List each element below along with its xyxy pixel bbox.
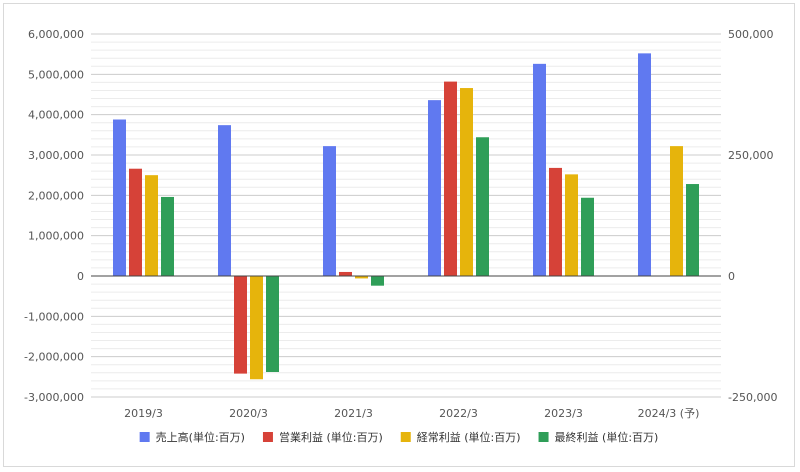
bar (339, 271, 352, 276)
legend: 売上高(単位:百万) 営業利益 (単位:百万) 経常利益 (単位:百万) 最終利益 (… (139, 430, 659, 444)
bar (234, 276, 247, 374)
category-label: 2020/3 (229, 407, 268, 420)
category-labels: 2019/3 2020/3 2021/3 2022/3 2023/3 2024/3 (予) (124, 407, 699, 420)
legend-swatch (262, 432, 273, 442)
left-axis-tick-label: 4,000,000 (28, 109, 84, 122)
bar (670, 146, 683, 276)
category-label: 2023/3 (544, 407, 583, 420)
bar (565, 174, 578, 276)
legend-label: 売上高(単位:百万) (156, 430, 245, 444)
gridlines (91, 33, 721, 398)
bar (371, 276, 384, 286)
legend-label: 経常利益 (単位:百万) (417, 430, 521, 444)
bar (218, 125, 231, 276)
category-label: 2024/3 (予) (638, 407, 700, 420)
right-axis-tick-label: 0 (728, 270, 735, 283)
bar (476, 137, 489, 276)
legend-item: 経常利益 (単位:百万) (400, 430, 521, 444)
bar (581, 197, 594, 276)
left-axis-tick-label: 1,000,000 (28, 230, 84, 243)
left-axis-tick-label: -2,000,000 (24, 351, 84, 364)
bar (460, 88, 473, 277)
category-label: 2022/3 (439, 407, 478, 420)
legend-item: 営業利益 (単位:百万) (262, 430, 383, 444)
bar (250, 276, 263, 380)
bar (161, 196, 174, 276)
legend-label: 最終利益 (単位:百万) (555, 430, 659, 444)
right-axis-tick-label: 250,000 (728, 149, 774, 162)
legend-swatch (139, 432, 150, 442)
left-axis-tick-label: 0 (77, 270, 84, 283)
bar (428, 100, 441, 276)
bar (323, 146, 336, 276)
left-axis-tick-label: 3,000,000 (28, 149, 84, 162)
left-axis-tick-label: 2,000,000 (28, 189, 84, 202)
bar (638, 53, 651, 276)
left-axis-tick-label: 5,000,000 (28, 68, 84, 81)
bars (113, 53, 699, 380)
bar (145, 175, 158, 276)
bar (686, 184, 699, 276)
right-axis-tick-label: -250,000 (728, 391, 777, 404)
bar (444, 81, 457, 277)
bar (266, 276, 279, 372)
legend-item: 最終利益 (単位:百万) (538, 430, 659, 444)
legend-item: 売上高(単位:百万) (139, 430, 245, 444)
legend-swatch (538, 432, 549, 442)
legend-label: 営業利益 (単位:百万) (279, 430, 383, 444)
bar (533, 63, 546, 277)
bar (113, 119, 126, 276)
bar-chart: 6,000,000 5,000,000 4,000,000 3,000,000 2,00… (24, 28, 777, 444)
left-axis-ticks: 6,000,000 5,000,000 4,000,000 3,000,000 2,00… (24, 28, 84, 404)
chart-frame: 6,000,000 5,000,000 4,000,000 3,000,000 2,00… (3, 3, 795, 467)
legend-swatch (400, 432, 411, 442)
bar (129, 168, 142, 276)
bar (549, 167, 562, 276)
bar (355, 276, 368, 279)
left-axis-tick-label: -3,000,000 (24, 391, 84, 404)
category-label: 2019/3 (124, 407, 163, 420)
left-axis-tick-label: -1,000,000 (24, 310, 84, 323)
category-label: 2021/3 (334, 407, 373, 420)
right-axis-tick-label: 500,000 (728, 28, 774, 41)
left-axis-tick-label: 6,000,000 (28, 28, 84, 41)
right-axis-ticks: 500,000 250,000 0 -250,000 (728, 28, 777, 404)
